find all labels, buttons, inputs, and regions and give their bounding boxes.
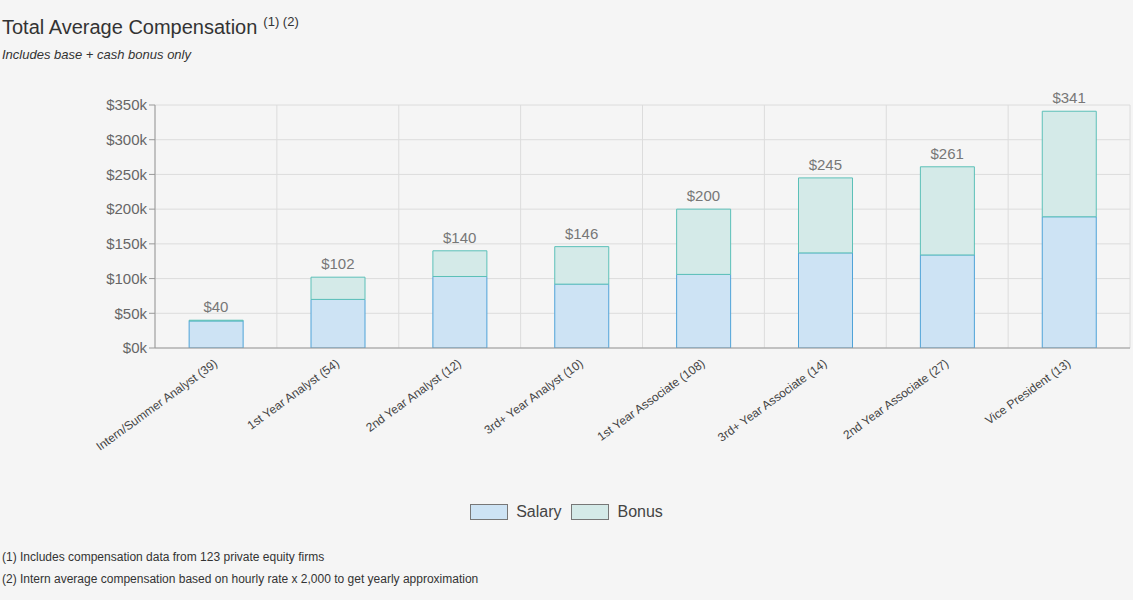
svg-text:$150k: $150k	[106, 235, 147, 252]
svg-text:$245: $245	[809, 156, 842, 173]
svg-text:$350k: $350k	[106, 96, 147, 113]
html-text:Salary: Salary	[516, 503, 562, 520]
svg-text:$200k: $200k	[106, 200, 147, 217]
html-text:Includes base + cash bonus onl: Includes base + cash bonus only	[2, 47, 191, 62]
svg-text:$0k: $0k	[123, 339, 148, 356]
svg-text:$341: $341	[1052, 89, 1085, 106]
svg-text:$261: $261	[931, 145, 964, 162]
svg-text:2nd Year Analyst (12): 2nd Year Analyst (12)	[363, 356, 464, 434]
svg-text:$100k: $100k	[106, 270, 147, 287]
svg-text:2nd Year Associate (27): 2nd Year Associate (27)	[841, 356, 952, 442]
html-text:Bonus: Bonus	[617, 503, 663, 520]
svg-text:$140: $140	[443, 229, 476, 246]
svg-text:Intern/Summer Analyst (39): Intern/Summer Analyst (39)	[94, 356, 220, 453]
svg-text:3rd+ Year Associate (14): 3rd+ Year Associate (14)	[715, 356, 829, 444]
svg-text:1st Year Analyst (54): 1st Year Analyst (54)	[245, 356, 342, 432]
html-text:Total Average Compensation (1): Total Average Compensation (1) (2)	[2, 14, 299, 38]
svg-text:$146: $146	[565, 225, 598, 242]
svg-text:3rd+ Year Analyst (10): 3rd+ Year Analyst (10)	[482, 356, 586, 437]
svg-text:$40: $40	[203, 298, 228, 315]
html-text:(2) Intern average compensatio: (2) Intern average compensation based on…	[2, 572, 479, 586]
svg-text:$300k: $300k	[106, 131, 147, 148]
svg-text:$200: $200	[687, 187, 720, 204]
svg-text:$102: $102	[321, 255, 354, 272]
svg-text:Vice President (13): Vice President (13)	[983, 356, 1074, 427]
svg-text:$50k: $50k	[114, 305, 147, 322]
svg-text:$250k: $250k	[106, 166, 147, 183]
svg-text:1st Year Associate (108): 1st Year Associate (108)	[595, 356, 708, 443]
html-text:(1) Includes compensation data: (1) Includes compensation data from 123 …	[2, 550, 325, 564]
